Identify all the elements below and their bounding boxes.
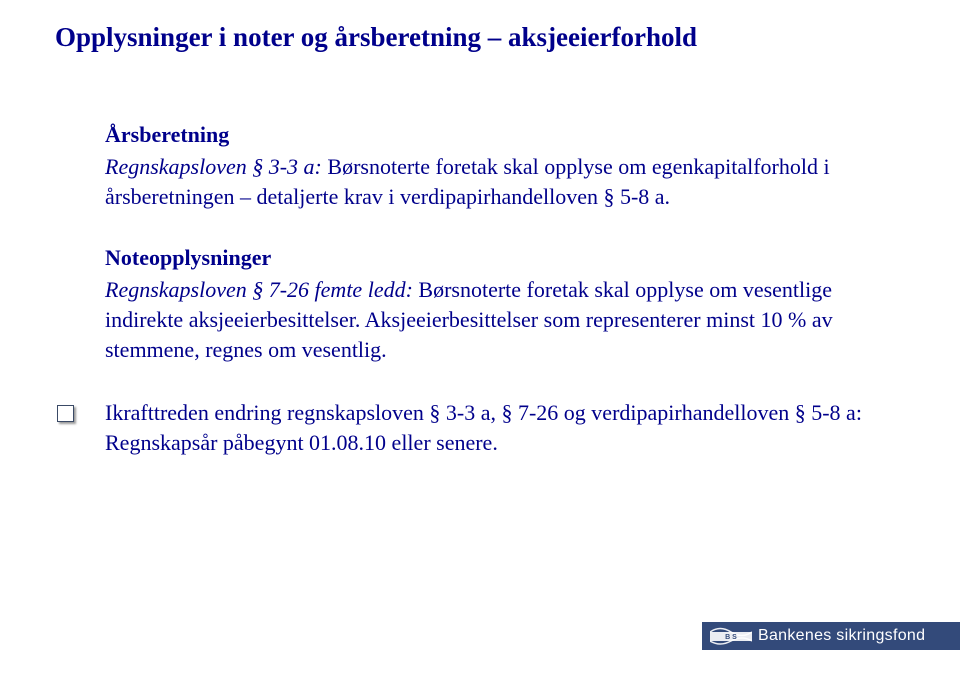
section1-heading: Årsberetning (105, 122, 895, 148)
section-noteopplysninger: Noteopplysninger Regnskapsloven § 7-26 f… (105, 245, 895, 364)
slide: Opplysninger i noter og årsberetning – a… (0, 0, 960, 676)
section1-lead: Regnskapsloven § 3-3 a: (105, 154, 322, 179)
bullet-item: Ikrafttreden endring regnskapsloven § 3-… (105, 398, 895, 457)
slide-title: Opplysninger i noter og årsberetning – a… (55, 22, 697, 53)
footer-logo-icon: B S (710, 625, 752, 647)
bullet-text: Ikrafttreden endring regnskapsloven § 3-… (105, 398, 895, 457)
section2-lead: Regnskapsloven § 7-26 femte ledd: (105, 277, 413, 302)
section2-heading: Noteopplysninger (105, 245, 895, 271)
section1-body: Regnskapsloven § 3-3 a: Børsnoterte fore… (105, 152, 895, 211)
checkbox-bullet-icon (57, 405, 74, 422)
content-area: Årsberetning Regnskapsloven § 3-3 a: Bør… (105, 122, 895, 492)
svg-text:B S: B S (725, 634, 737, 641)
footer-brand: Bankenes sikringsfond (758, 622, 925, 650)
footer-bar: B S Bankenes sikringsfond (702, 622, 960, 650)
section2-body: Regnskapsloven § 7-26 femte ledd: Børsno… (105, 275, 895, 364)
section-arsberetning: Årsberetning Regnskapsloven § 3-3 a: Bør… (105, 122, 895, 211)
